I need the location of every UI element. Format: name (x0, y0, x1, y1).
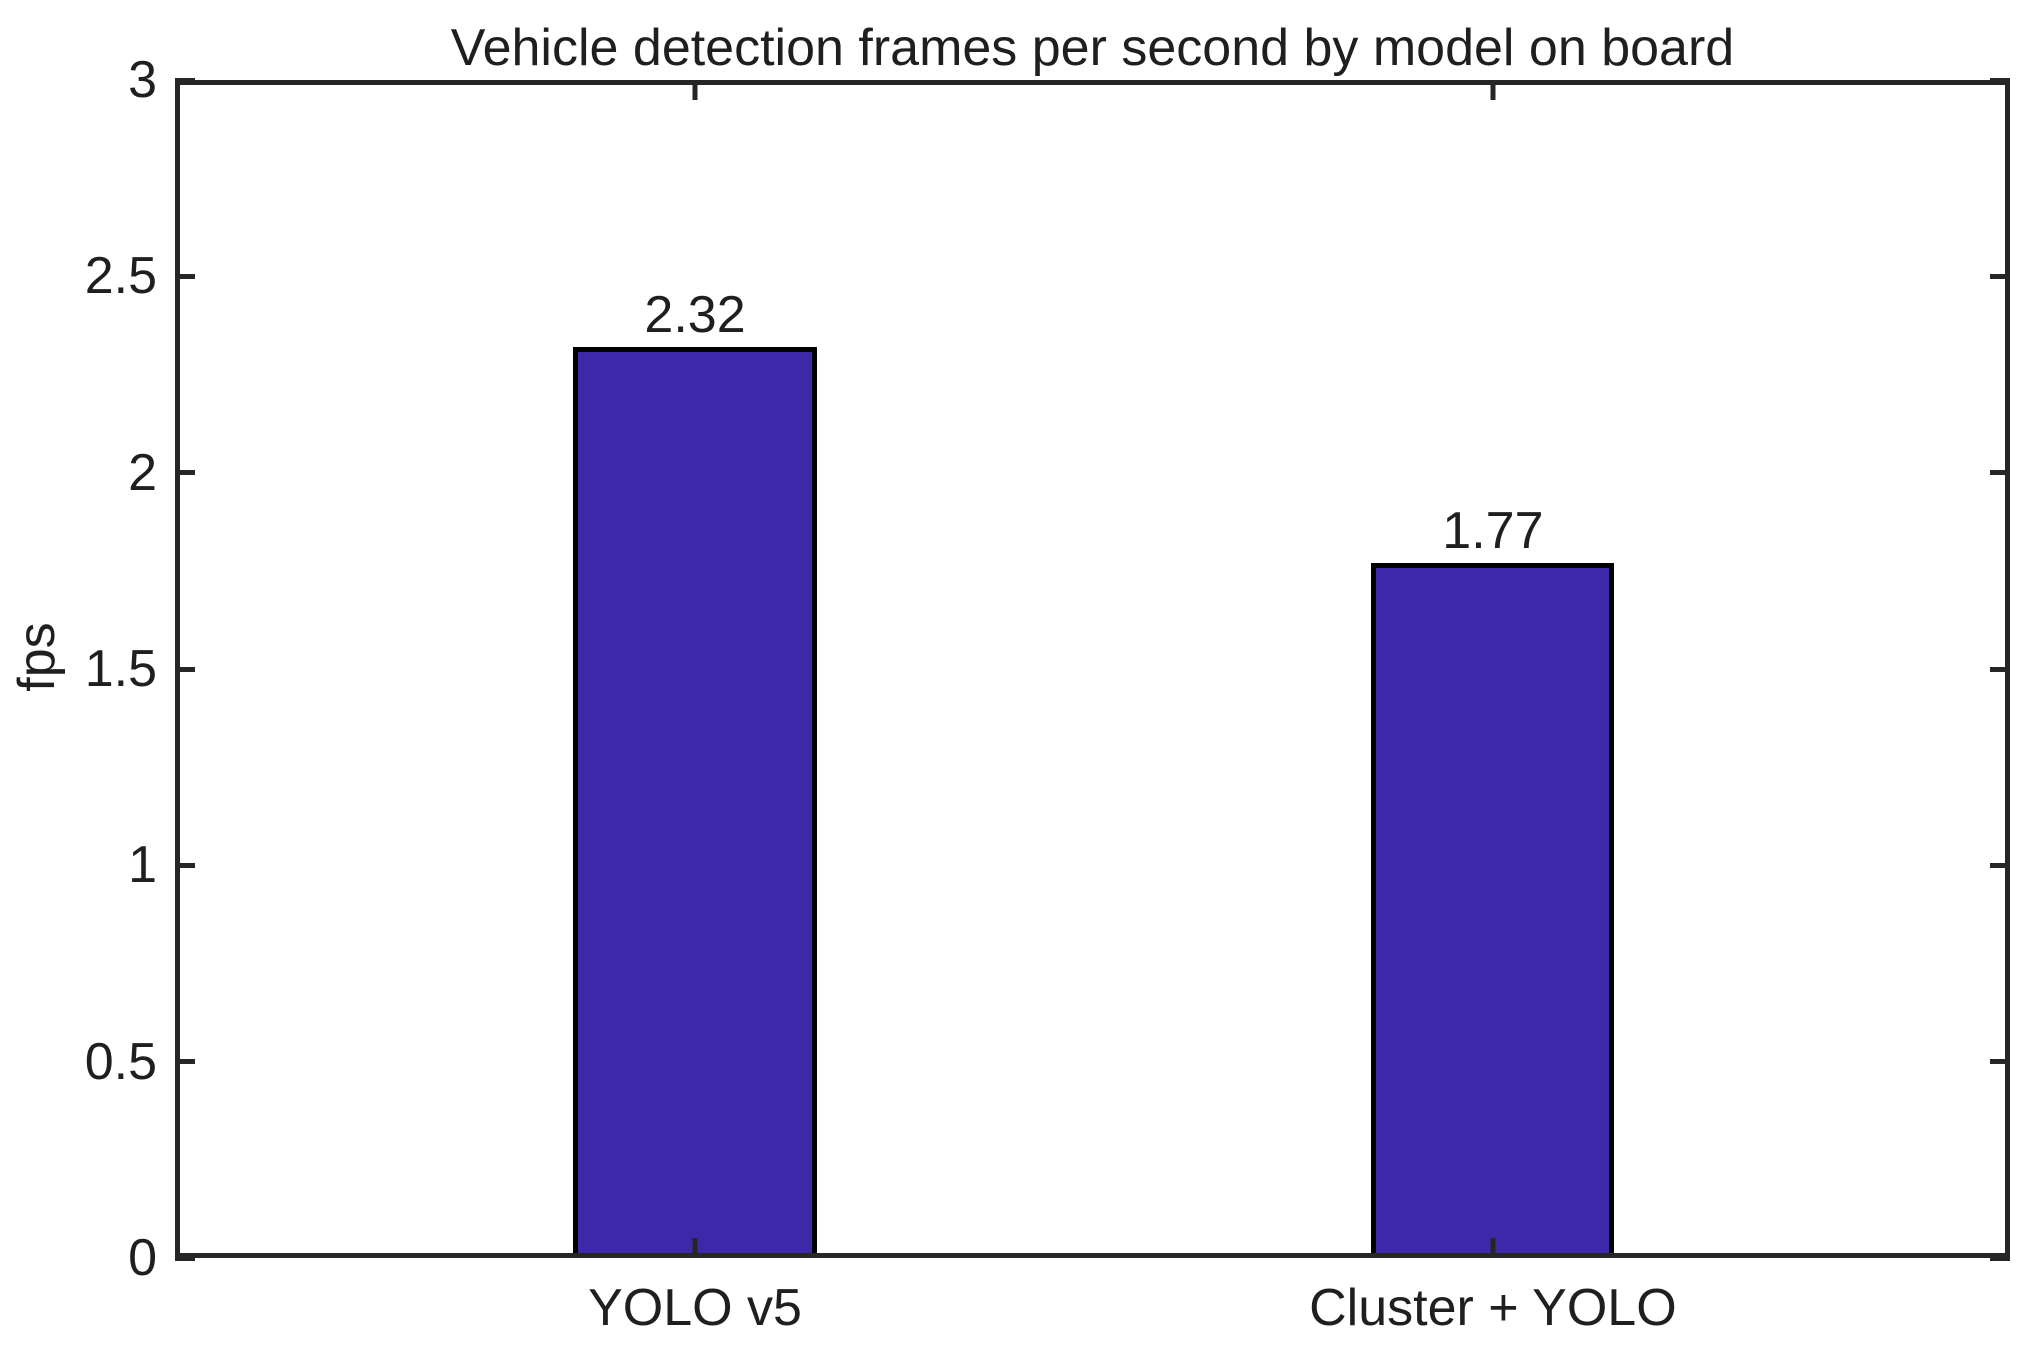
y-tick-label: 2.5 (84, 247, 157, 306)
y-tick-mark (175, 1255, 195, 1261)
x-tick-label: YOLO v5 (588, 1279, 802, 1337)
y-tick-label: 2 (128, 443, 157, 502)
y-tick-mark (1990, 77, 2010, 83)
y-tick-mark (1990, 470, 2010, 476)
y-tick-mark (175, 1059, 195, 1065)
axes-box (175, 80, 2010, 1258)
y-tick-mark (175, 666, 195, 672)
y-tick-label: 0 (128, 1229, 157, 1287)
y-tick-mark (1990, 1255, 2010, 1261)
y-tick-mark (175, 862, 195, 868)
x-tick-mark (692, 1238, 698, 1258)
y-tick-mark (175, 470, 195, 476)
plot-area: Vehicle detection frames per second by m… (8, 19, 2010, 1337)
y-tick-label: 1 (128, 836, 157, 895)
y-tick-mark (175, 77, 195, 83)
y-tick-mark (1990, 666, 2010, 672)
y-tick-mark (1990, 862, 2010, 868)
bar-value-label: 1.77 (1442, 501, 1544, 560)
x-tick-mark (692, 80, 698, 100)
chart-title: Vehicle detection frames per second by m… (450, 19, 1735, 77)
y-tick-label: 1.5 (84, 640, 157, 698)
y-tick-mark (1990, 273, 2010, 279)
x-tick-mark (1490, 80, 1496, 100)
bar (573, 347, 817, 1258)
bar (1371, 562, 1615, 1258)
y-tick-mark (1990, 1059, 2010, 1065)
y-tick-label: 3 (128, 51, 157, 109)
bar-value-label: 2.32 (644, 286, 746, 345)
y-tick-mark (175, 273, 195, 279)
y-tick-label: 0.5 (84, 1032, 157, 1091)
x-tick-label: Cluster + YOLO (1309, 1279, 1677, 1337)
y-axis-label: fps (8, 622, 66, 692)
x-tick-mark (1490, 1238, 1496, 1258)
